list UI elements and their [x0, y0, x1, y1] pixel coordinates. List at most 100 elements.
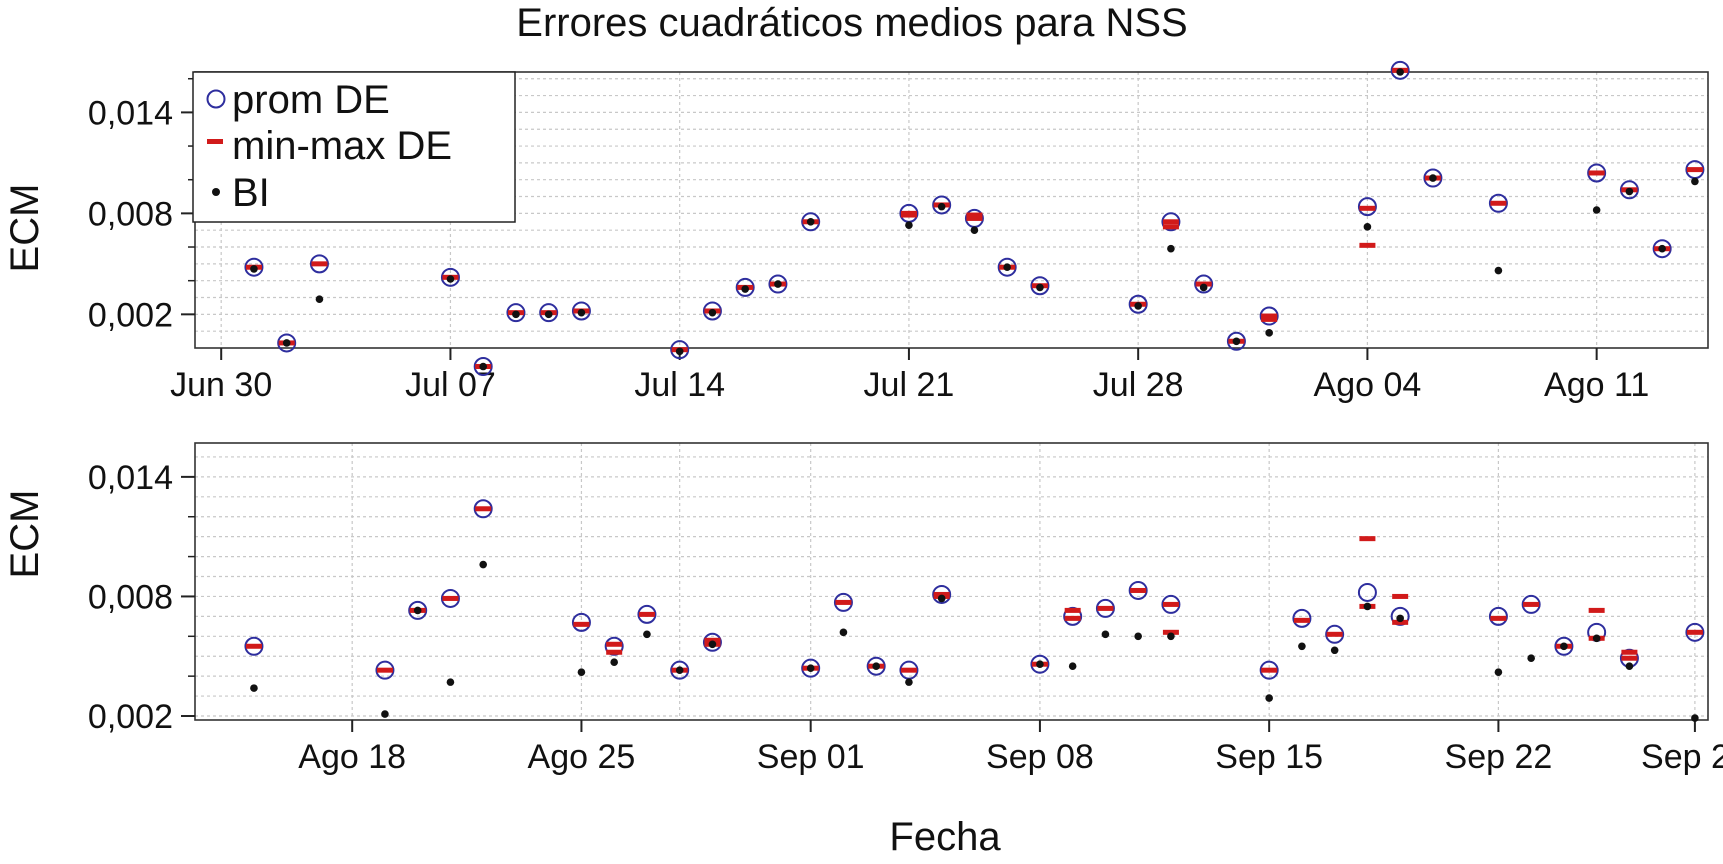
prom-de-point [1685, 622, 1705, 642]
prom-de-point [1161, 212, 1181, 232]
bi-point [1298, 642, 1306, 651]
prom-de-point [1587, 163, 1607, 183]
bi-point [970, 226, 979, 234]
bi-point [1134, 302, 1142, 310]
bi-point [610, 658, 618, 667]
legend: prom DE min-max DE BI [192, 71, 516, 223]
prom-de-point [932, 195, 952, 215]
bi-point [1396, 68, 1404, 76]
legend-entry-bi: BI [212, 171, 270, 215]
minmax-de-mark [966, 212, 983, 218]
prom-de-point [1488, 606, 1508, 626]
minmax-de-mark [1261, 313, 1278, 319]
minmax-de-mark [1523, 601, 1540, 607]
minmax-de-mark [1490, 200, 1507, 206]
prom-de-point [1357, 197, 1377, 217]
bi-point [1068, 662, 1077, 670]
x-tick-label: Sep 22 [1445, 738, 1553, 776]
prom-de-point [440, 267, 460, 287]
prom-de-point [1259, 306, 1279, 326]
prom-de-point [571, 301, 591, 321]
minmax-de-mark [442, 595, 459, 601]
legend-entry-prom: prom DE [206, 78, 390, 122]
legend-box [192, 71, 516, 223]
bi-point [413, 606, 422, 615]
y-axis-title-lower: ECM [3, 490, 47, 579]
bi-point [1658, 244, 1666, 253]
bi-point [1494, 668, 1503, 676]
bi-point [315, 295, 324, 303]
minmax-de-mark [1162, 629, 1179, 635]
prom-de-point [277, 333, 297, 353]
minmax-de-mark [475, 506, 492, 512]
bi-point [1101, 630, 1110, 639]
bi-point [479, 560, 487, 569]
y-tick-label: 0,002 [88, 296, 173, 334]
minmax-de-mark [1621, 655, 1638, 661]
x-tick-label: Ago 18 [298, 738, 406, 776]
prom-de-point [1259, 660, 1279, 680]
bi-point [675, 666, 684, 674]
x-tick-label: Sep 29 [1641, 738, 1723, 776]
prom-de-point [1554, 636, 1574, 656]
x-tick-label: Ago 04 [1314, 366, 1422, 404]
prom-de-point [768, 274, 788, 294]
bi-point [774, 280, 782, 288]
minmax-de-mark [966, 215, 983, 221]
minmax-de-mark [1293, 617, 1310, 623]
minmax-de-mark [1686, 167, 1703, 173]
minmax-de-mark [1261, 667, 1278, 673]
bi-point [1167, 244, 1175, 253]
bi-point [806, 217, 815, 226]
x-axis-title: Fecha [889, 815, 1001, 859]
bi-point [577, 668, 586, 676]
prom-de-point [440, 588, 460, 608]
x-tick-label: Sep 08 [986, 738, 1094, 776]
minmax-de-mark [606, 641, 623, 647]
bi-point [512, 310, 520, 319]
prom-de-point [473, 357, 493, 377]
prom-de-point [1521, 594, 1541, 614]
x-tick-label: Jul 07 [405, 366, 496, 404]
bi-point [1363, 223, 1372, 231]
prom-de-point [375, 660, 395, 680]
prom-de-point [1128, 580, 1148, 600]
plot-frame [194, 442, 1709, 721]
bi-point [937, 594, 946, 603]
minmax-de-mark [900, 212, 917, 218]
y-tick-label: 0,008 [88, 578, 173, 616]
minmax-de-mark [1490, 615, 1507, 621]
prom-de-point [1030, 276, 1050, 296]
prom-de-point [801, 658, 821, 678]
minmax-de-mark [1326, 631, 1343, 637]
legend-circle-marker [206, 89, 226, 109]
minmax-de-mark [1588, 170, 1605, 176]
y-tick-label: 0,014 [88, 94, 173, 132]
prom-de-point [702, 632, 722, 652]
prom-de-point [473, 499, 493, 519]
x-tick-label: Jul 28 [1093, 366, 1184, 404]
prom-de-point [1488, 193, 1508, 213]
bi-point [446, 678, 455, 686]
chart-title: Errores cuadráticos medios para NSS [516, 1, 1187, 45]
bi-point [1592, 206, 1601, 214]
prom-de-point [997, 257, 1017, 277]
prom-de-point [506, 303, 526, 323]
prom-de-point [309, 254, 329, 274]
prom-de-point [1357, 582, 1377, 602]
bi-point [1265, 329, 1273, 337]
minmax-de-mark [1261, 316, 1278, 322]
prom-de-point [735, 277, 755, 297]
bi-point [544, 310, 553, 319]
bi-point [839, 628, 848, 637]
bi-point [479, 362, 487, 371]
bi-point [577, 308, 586, 317]
minmax-de-mark [1162, 219, 1179, 225]
x-tick-label: Sep 01 [757, 738, 865, 776]
bi-point [1167, 632, 1175, 641]
legend-label-prom: prom DE [232, 78, 390, 122]
prom-de-point [571, 612, 591, 632]
bi-point [643, 630, 651, 639]
bi-point [708, 640, 717, 649]
